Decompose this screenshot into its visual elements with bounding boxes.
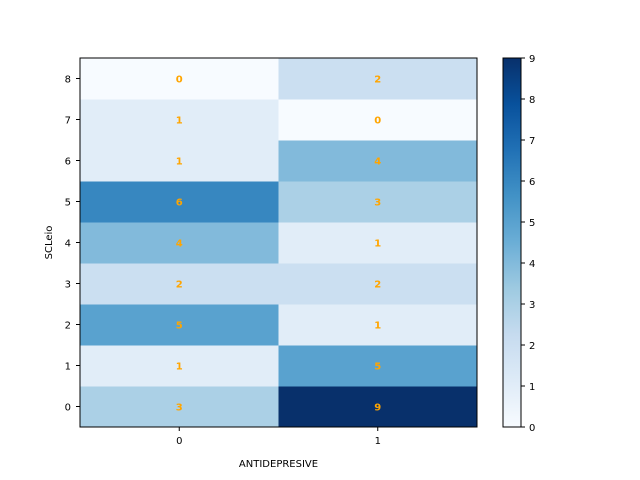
heatmap-cell — [278, 386, 478, 428]
cell-value-label: 5 — [374, 362, 381, 373]
cell-value-label: 1 — [176, 116, 183, 127]
heatmap-cell — [278, 304, 478, 346]
heatmap-cell — [278, 58, 478, 100]
colorbar-tick-label: 5 — [529, 218, 535, 229]
cell-value-label: 3 — [374, 198, 381, 209]
heatmap-cell — [278, 140, 478, 182]
cell-value-label: 1 — [374, 239, 381, 250]
colorbar-tick-label: 8 — [529, 95, 535, 106]
heatmap-cell — [80, 386, 279, 428]
y-tick-label: 7 — [65, 116, 71, 127]
x-axis-label: ANTIDEPRESIVE — [239, 459, 318, 470]
heatmap-cell — [278, 181, 478, 223]
y-tick-label: 2 — [65, 321, 71, 332]
cell-value-label: 0 — [176, 75, 183, 86]
heatmap-cell — [278, 345, 478, 387]
heatmap-cell — [278, 222, 478, 264]
heatmap-cell — [80, 222, 279, 264]
heatmap-cell — [80, 263, 279, 305]
heatmap-cells: 3 91 55 12 24 16 31 41 00 2 — [80, 58, 478, 428]
cell-value-label: 4 — [176, 239, 183, 250]
colorbar: 0 1 2 3 4 5 6 7 8 9 — [502, 54, 535, 434]
heatmap-cell — [80, 58, 279, 100]
y-tick-label: 6 — [65, 157, 71, 168]
cell-value-label: 2 — [374, 75, 381, 86]
colorbar-tick-label: 1 — [529, 382, 535, 393]
y-tick-label: 1 — [65, 362, 71, 373]
heatmap-cell — [80, 140, 279, 182]
cell-value-label: 5 — [176, 321, 183, 332]
x-tick-label: 0 — [176, 436, 182, 447]
y-axis-ticks: 0 1 2 3 4 5 6 7 8 — [65, 75, 80, 414]
heatmap-cell — [278, 99, 478, 141]
cell-value-label: 3 — [176, 403, 183, 414]
y-tick-label: 8 — [65, 75, 71, 86]
colorbar-tick-label: 3 — [529, 300, 535, 311]
y-tick-label: 3 — [65, 280, 71, 291]
cell-value-label: 0 — [374, 116, 381, 127]
cell-value-label: 9 — [374, 403, 381, 414]
heatmap-cell — [80, 345, 279, 387]
cell-value-label: 2 — [374, 280, 381, 291]
y-axis-label: SCLeio — [44, 226, 55, 260]
y-tick-label: 4 — [65, 239, 71, 250]
heatmap-cell — [278, 263, 478, 305]
colorbar-tick-label: 6 — [529, 177, 535, 188]
colorbar-tick-label: 7 — [529, 136, 535, 147]
heatmap-cell — [80, 181, 279, 223]
cell-value-label: 4 — [374, 157, 381, 168]
cell-value-label: 2 — [176, 280, 183, 291]
cell-value-label: 6 — [176, 198, 183, 209]
colorbar-tick-label: 4 — [529, 259, 535, 270]
cell-value-label: 1 — [176, 362, 183, 373]
cell-value-label: 1 — [374, 321, 381, 332]
colorbar-tick-label: 9 — [529, 54, 535, 65]
cell-value-label: 1 — [176, 157, 183, 168]
y-tick-label: 5 — [65, 198, 71, 209]
x-tick-label: 1 — [375, 436, 381, 447]
heatmap-cell — [80, 304, 279, 346]
colorbar-tick-label: 2 — [529, 341, 535, 352]
colorbar-gradient — [502, 57, 522, 428]
heatmap-cell — [80, 99, 279, 141]
y-tick-label: 0 — [65, 403, 71, 414]
colorbar-tick-label: 0 — [529, 423, 535, 434]
